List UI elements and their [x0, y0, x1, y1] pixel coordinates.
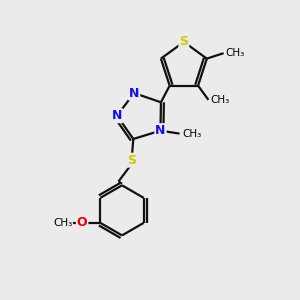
Text: N: N	[112, 109, 122, 122]
Text: CH₃: CH₃	[225, 48, 244, 58]
Text: S: S	[127, 154, 136, 167]
Text: O: O	[77, 216, 87, 230]
Text: CH₃: CH₃	[53, 218, 73, 228]
Text: N: N	[155, 124, 166, 137]
Text: S: S	[179, 35, 188, 48]
Text: CH₃: CH₃	[182, 129, 201, 139]
Text: CH₃: CH₃	[210, 95, 229, 105]
Text: N: N	[129, 86, 139, 100]
